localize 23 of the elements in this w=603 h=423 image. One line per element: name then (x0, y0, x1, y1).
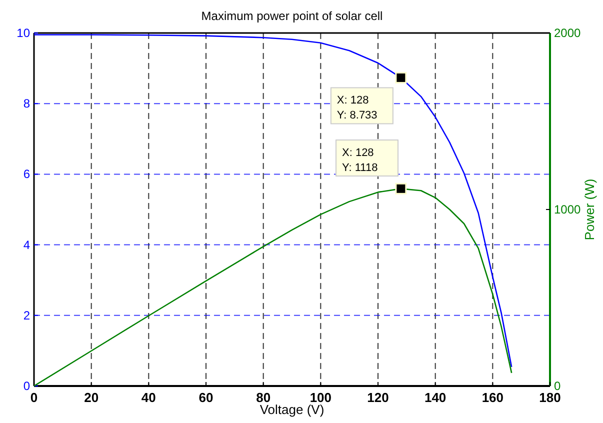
y2-tick-label: 1000 (554, 202, 582, 216)
y2-tick-label: 0 (554, 379, 561, 393)
x-tick-label: 60 (198, 390, 214, 405)
x-tick-label: 80 (256, 390, 271, 405)
x-tick-label: 40 (141, 390, 156, 405)
chart-title: Maximum power point of solar cell (201, 9, 383, 23)
y-tick-label: 6 (23, 167, 30, 182)
y2-tick-label: 2000 (554, 26, 582, 40)
x-tick-label: 140 (424, 390, 446, 405)
x-tick-label: 180 (539, 390, 561, 405)
x-tick-label: 100 (310, 390, 332, 405)
y-tick-label: 0 (23, 379, 30, 393)
annotation: X: 128 Y: 8.733 (336, 94, 378, 122)
x-tick-label: 120 (367, 390, 389, 405)
x-axis-title: Voltage (V) (260, 402, 324, 417)
y-tick-label: 2 (23, 308, 30, 322)
y-tick-label: 8 (23, 96, 30, 111)
annotation: X: 128 Y: 1118 (342, 147, 378, 174)
x-tick-label: 20 (84, 390, 99, 405)
x-tick-label: 160 (482, 390, 504, 405)
y-tick-label: 4 (23, 238, 30, 252)
y2-axis-title: Power (W) (582, 178, 597, 240)
y-tick-label: 10 (16, 26, 30, 40)
